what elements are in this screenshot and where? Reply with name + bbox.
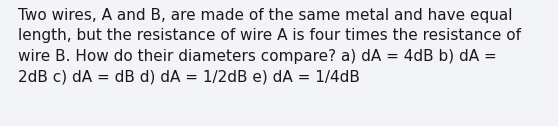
Text: Two wires, A and B, are made of the same metal and have equal
length, but the re: Two wires, A and B, are made of the same… xyxy=(18,8,521,84)
